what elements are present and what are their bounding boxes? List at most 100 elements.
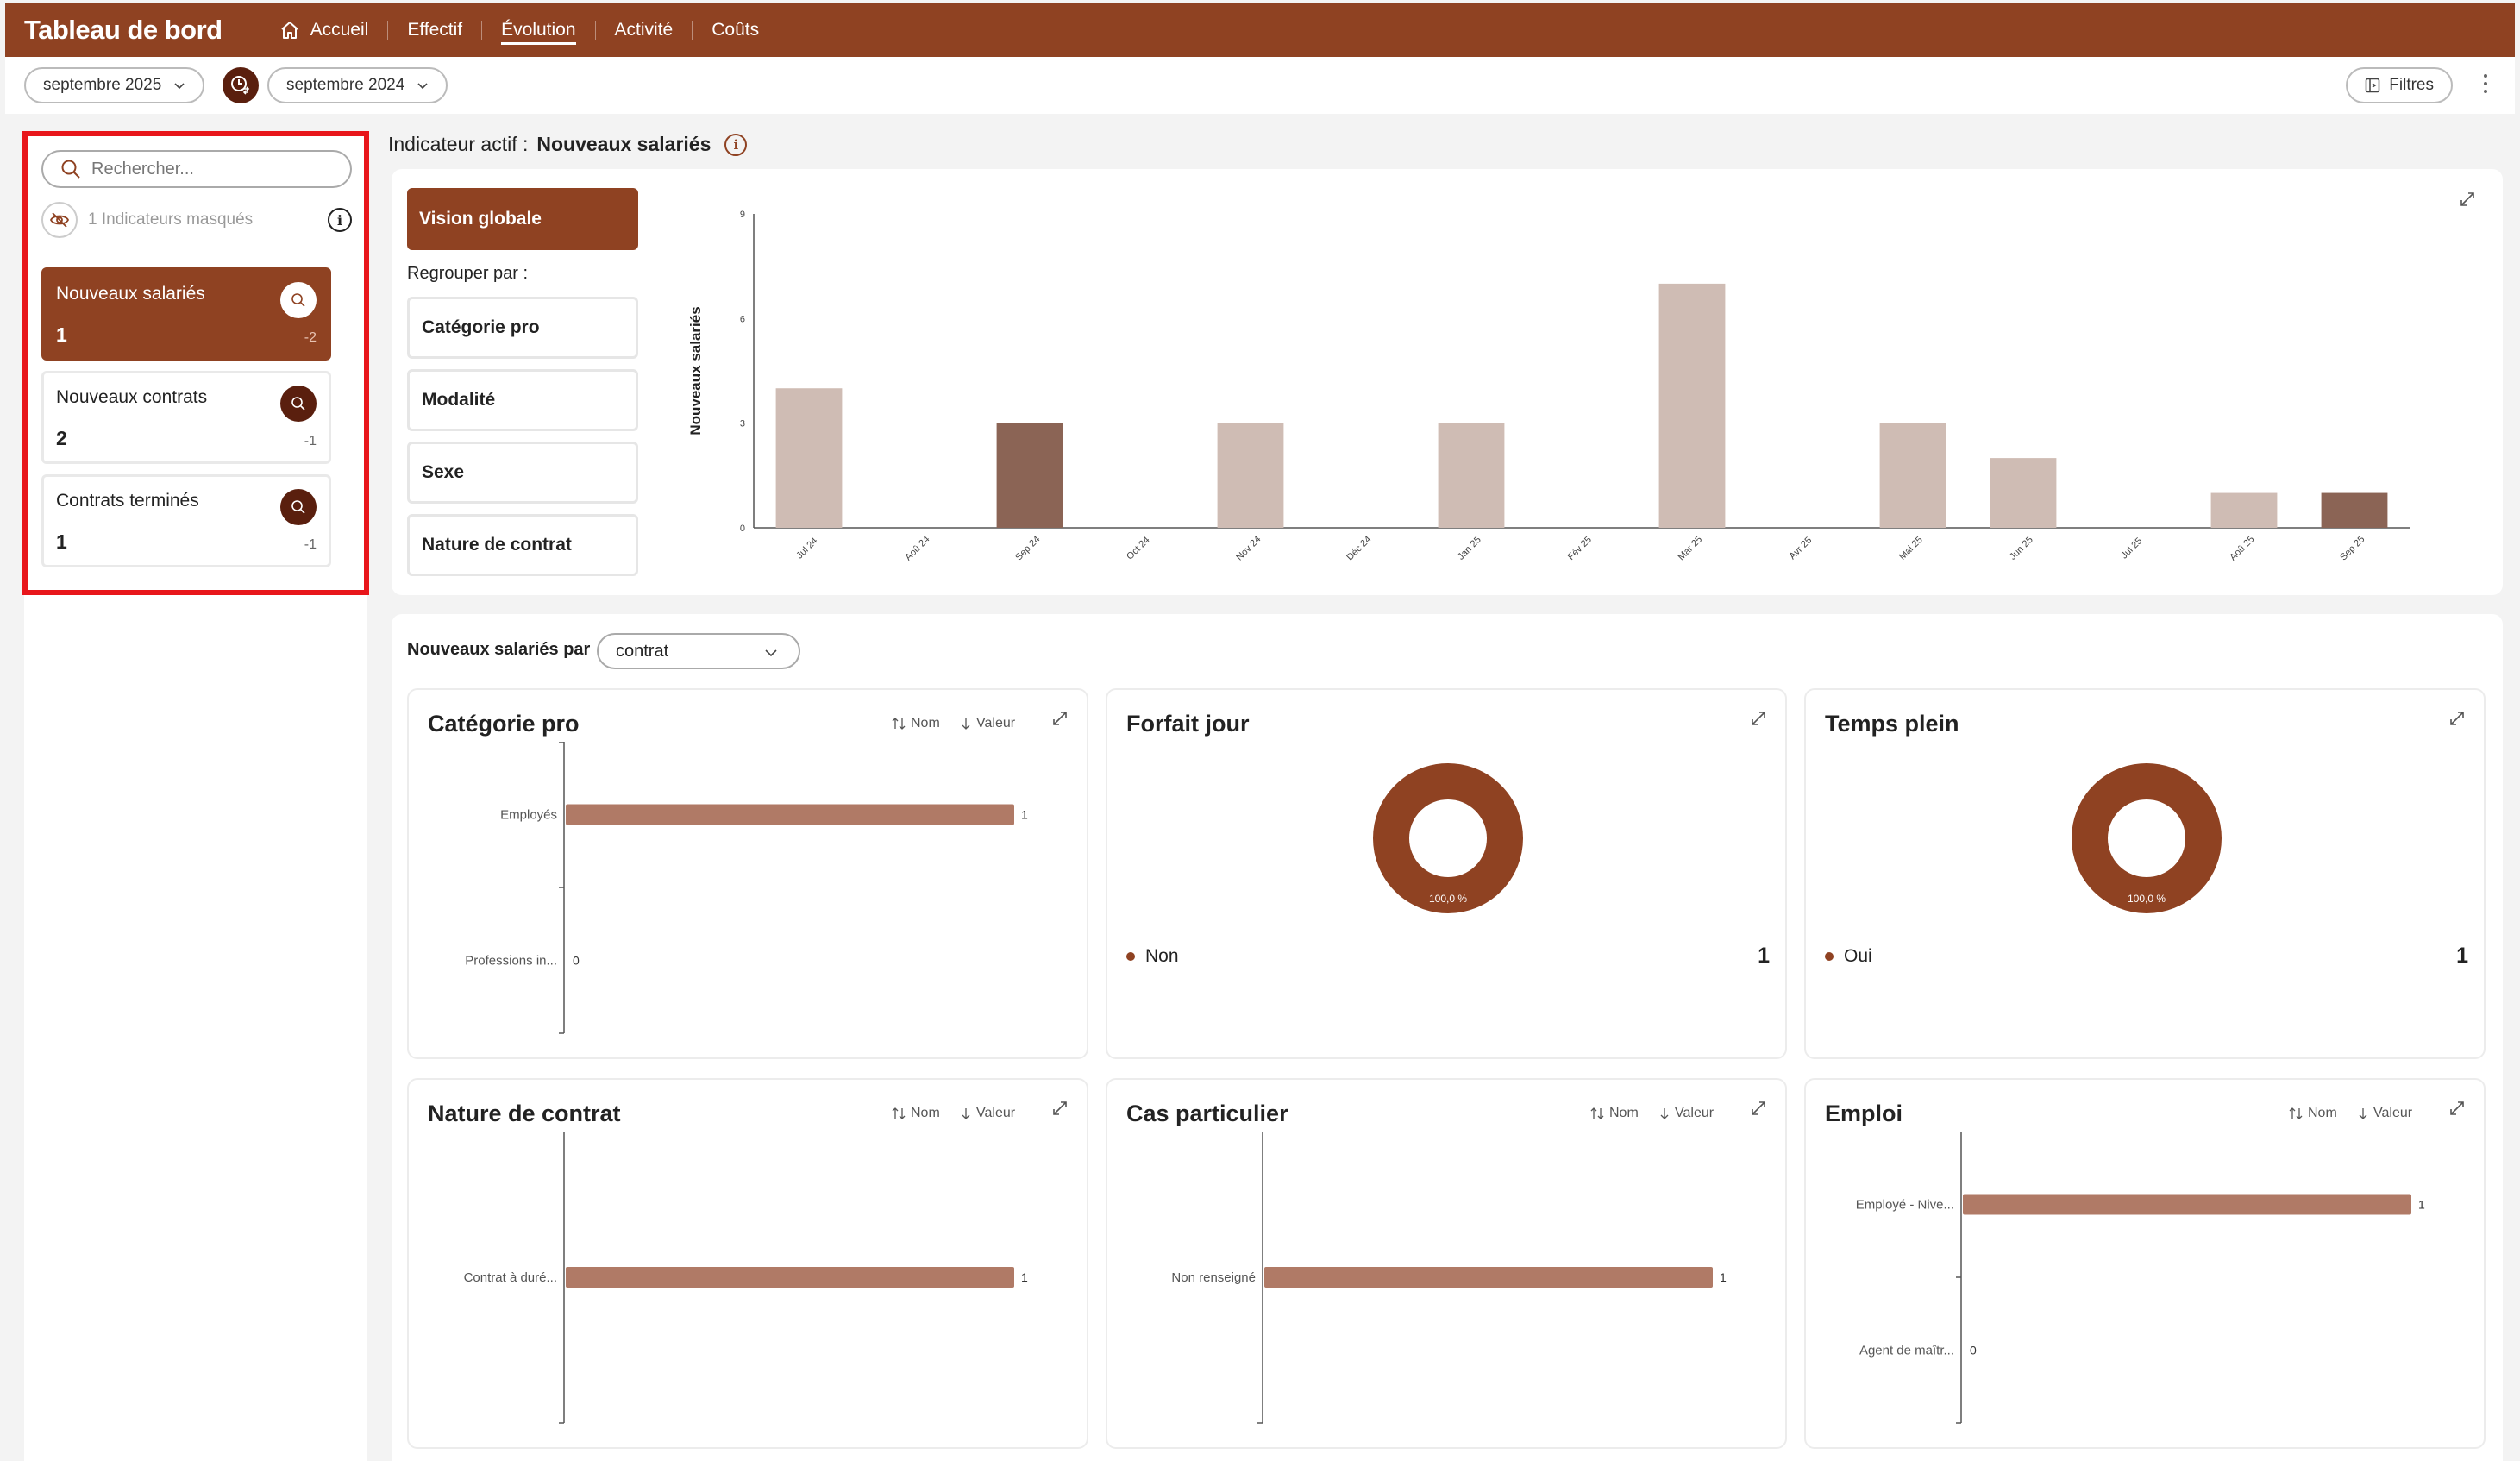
current-period-select[interactable]: septembre 2025 [24, 67, 205, 103]
indicator-search-input[interactable]: Rechercher... [41, 150, 352, 188]
vision-globale-button[interactable]: Vision globale [407, 188, 638, 250]
x-tick-label: Oct 24 [1125, 535, 1151, 561]
category-label: Employé - Nive... [1856, 1198, 1954, 1213]
legend-label: Oui [1844, 945, 1872, 966]
subchart-card: Emploi Nom Valeur Employé - Nive... 1 Agen… [1804, 1078, 2486, 1449]
subchart-card: Forfait jour 100,0 % Non 1 [1106, 688, 1787, 1059]
group-by-sexe[interactable]: Sexe [407, 442, 638, 504]
compare-period-button[interactable] [223, 67, 259, 103]
category-label: Agent de maîtr... [1859, 1344, 1954, 1358]
search-icon [61, 160, 80, 179]
compare-period-label: septembre 2024 [286, 76, 405, 94]
sort-name-label: Nom [911, 1106, 940, 1120]
main-nav: Accueil Effectif Évolution Activité Coût… [260, 3, 778, 57]
legend-value: 1 [2456, 944, 2468, 968]
subchart-title: Catégorie pro [428, 711, 580, 737]
expand-icon[interactable] [2448, 1099, 2467, 1118]
kpi-name: Contrats terminés [56, 491, 199, 511]
nav-activite[interactable]: Activité [596, 3, 693, 57]
bar-jul-24 [775, 388, 843, 528]
value-label: 1 [1021, 1270, 1028, 1284]
nav-evolution[interactable]: Évolution [482, 3, 594, 57]
evolution-bar-chart: 0 3 6 9 Nouveaux salariés Jul 24 Aoû 24 Sep 24 O… [687, 210, 2410, 562]
group-by-label: Regrouper par : [407, 264, 529, 283]
info-icon[interactable]: i [724, 133, 748, 156]
sort-by-value[interactable]: Valeur [2358, 1106, 2412, 1121]
horizontal-bar-chart: Employé - Nive... 1 Agent de maîtr... 0 [1856, 1132, 2425, 1424]
x-tick-label: Jul 25 [2119, 536, 2144, 561]
expand-icon[interactable] [2448, 709, 2467, 728]
x-tick-label: Jan 25 [1456, 535, 1483, 562]
subchart-card: Catégorie pro Nom Valeur Employés 1 Profes… [407, 688, 1088, 1059]
filters-label: Filtres [2389, 76, 2434, 94]
active-indicator-prefix: Indicateur actif : [388, 133, 529, 155]
home-icon [280, 22, 298, 39]
group-by-categorie-pro[interactable]: Catégorie pro [407, 297, 638, 359]
compare-period-select[interactable]: septembre 2024 [267, 67, 448, 103]
x-tick-label: Sep 24 [1013, 534, 1042, 562]
value-label: 0 [1970, 1344, 1977, 1358]
breakdown-select[interactable]: contrat [597, 633, 800, 669]
sort-by-value[interactable]: Valeur [961, 1106, 1015, 1121]
kpi-value: 2 [56, 427, 67, 449]
legend-dot [1126, 951, 1135, 961]
group-by-modalite[interactable]: Modalité [407, 369, 638, 431]
nav-accueil[interactable]: Accueil [260, 3, 388, 57]
legend-label: Non [1145, 945, 1179, 966]
sort-by-name[interactable]: Nom [892, 1106, 940, 1121]
expand-icon[interactable] [1749, 1099, 1768, 1118]
expand-icon[interactable] [1050, 709, 1069, 728]
donut-percent-label: 100,0 % [1429, 893, 1467, 905]
kpi-name: Nouveaux contrats [56, 387, 208, 407]
kpi-card-nouveaux-contrats[interactable]: Nouveaux contrats 2 -1 [41, 371, 331, 464]
sort-by-name[interactable]: Nom [1590, 1106, 1639, 1121]
sort-name-label: Nom [2308, 1106, 2337, 1120]
x-tick-label: Mai 25 [1897, 535, 1925, 562]
breakdown-select-value: contrat [616, 641, 669, 661]
nav-couts[interactable]: Coûts [693, 3, 778, 57]
subchart-title: Emploi [1825, 1100, 1903, 1126]
chevron-down-icon [417, 83, 428, 90]
active-indicator-header: Indicateur actif : Nouveaux salariés i [388, 133, 748, 156]
sort-by-value[interactable]: Valeur [1659, 1106, 1714, 1121]
x-tick-label: Nov 24 [1234, 534, 1263, 562]
expand-icon[interactable] [2458, 190, 2477, 209]
subchart-card: Nature de contrat Nom Valeur Contrat à d… [407, 1078, 1088, 1449]
zoom-search-icon[interactable] [280, 386, 317, 422]
nav-separator [481, 21, 483, 40]
kpi-card-nouveaux-salaries[interactable]: Nouveaux salariés 1 -2 [41, 267, 331, 361]
subchart-title: Nature de contrat [428, 1100, 621, 1126]
nav-separator [387, 21, 389, 40]
subchart-card: Temps plein 100,0 % Oui 1 [1804, 688, 2486, 1059]
nav-label: Coûts [711, 20, 760, 40]
sort-by-value[interactable]: Valeur [961, 716, 1015, 731]
group-by-nature-contrat[interactable]: Nature de contrat [407, 514, 638, 576]
donut-chart: 100,0 % [1373, 763, 1523, 913]
bar [1264, 1267, 1713, 1288]
sort-arrows-icon [2289, 1107, 2303, 1119]
y-tick-label: 3 [740, 419, 745, 430]
x-tick-label: Avr 25 [1787, 535, 1814, 561]
kpi-card-contrats-termines[interactable]: Contrats terminés 1 -1 [41, 474, 331, 567]
info-icon[interactable]: i [328, 208, 352, 232]
legend-row: Non 1 [1126, 944, 1770, 969]
nav-effectif[interactable]: Effectif [388, 3, 481, 57]
more-options-icon[interactable] [2484, 74, 2489, 97]
x-tick-label: Jul 24 [794, 536, 819, 561]
nav-label: Accueil [310, 20, 369, 40]
sort-value-label: Valeur [976, 1106, 1016, 1120]
zoom-search-icon[interactable] [280, 282, 317, 318]
arrow-down-icon [962, 718, 970, 730]
category-label: Employés [500, 808, 557, 823]
chevron-down-icon [174, 83, 185, 90]
subchart-title: Temps plein [1825, 711, 1959, 737]
filters-button[interactable]: Filtres [2346, 67, 2453, 103]
donut-slice [2072, 763, 2222, 913]
eye-off-icon[interactable] [41, 202, 78, 238]
zoom-search-icon[interactable] [280, 489, 317, 525]
sort-by-name[interactable]: Nom [892, 716, 940, 731]
sort-by-name[interactable]: Nom [2289, 1106, 2337, 1121]
bar-jun-25 [1990, 458, 2057, 528]
expand-icon[interactable] [1749, 709, 1768, 728]
expand-icon[interactable] [1050, 1099, 1069, 1118]
